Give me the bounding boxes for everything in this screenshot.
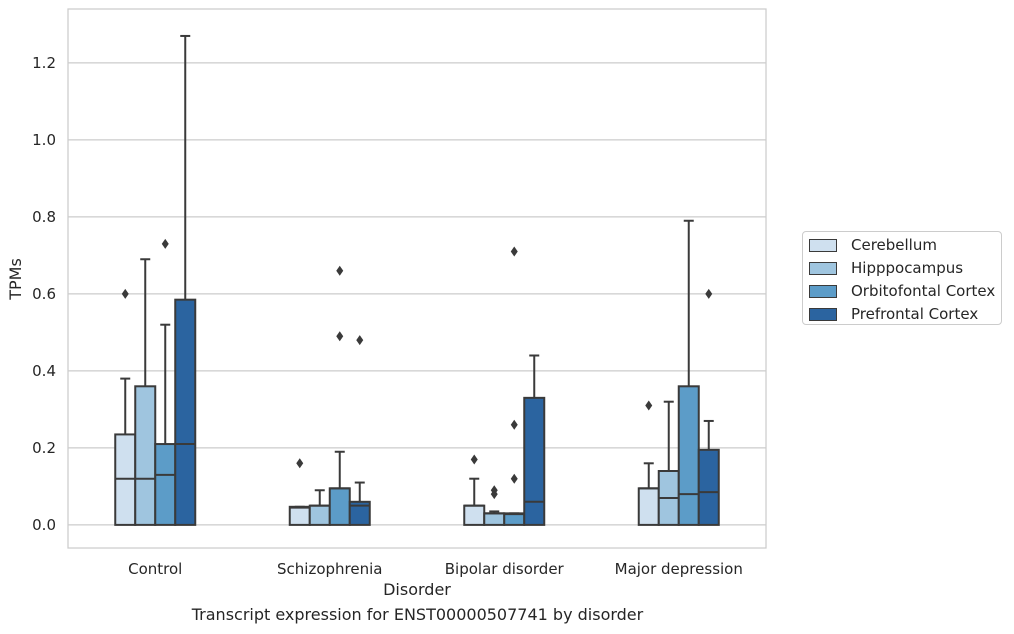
box-3-2 xyxy=(523,354,546,526)
x-axis-ticks: Control Schizophrenia Bipolar disorder Majo… xyxy=(128,560,743,578)
box-0-0 xyxy=(114,288,137,526)
box-body xyxy=(134,385,157,526)
x-axis-title: Disorder xyxy=(383,580,451,599)
x-tick-label: Major depression xyxy=(615,560,743,578)
box-1-0 xyxy=(134,258,157,526)
outlier-point xyxy=(705,288,713,299)
y-tick-label: 1.0 xyxy=(32,131,56,149)
legend-swatch-prefrontal xyxy=(809,307,837,321)
legend-swatch-orbitofrontal xyxy=(809,284,837,298)
outlier-point xyxy=(510,473,518,484)
legend-item-hippocampus: Hipppocampus xyxy=(809,258,963,278)
box-body xyxy=(637,487,660,526)
outlier-point xyxy=(470,454,478,465)
outlier-point xyxy=(296,458,304,469)
outlier-point xyxy=(645,400,653,411)
outlier-point xyxy=(356,335,364,346)
outlier-point xyxy=(121,288,129,299)
legend-item-cerebellum: Cerebellum xyxy=(809,235,937,255)
legend-item-orbitofrontal: Orbitofontal Cortex xyxy=(809,281,995,301)
x-tick-label: Bipolar disorder xyxy=(445,560,565,578)
box-body xyxy=(154,443,177,526)
y-tick-label: 0.8 xyxy=(32,208,56,226)
legend-label-prefrontal: Prefrontal Cortex xyxy=(851,305,979,323)
outlier-point xyxy=(336,331,344,342)
box-body xyxy=(308,504,331,526)
box-body xyxy=(677,385,700,526)
box-body xyxy=(328,487,351,526)
box-body xyxy=(523,396,546,526)
box-3-0 xyxy=(174,34,197,526)
x-tick-label: Schizophrenia xyxy=(277,560,382,578)
box-0-1 xyxy=(288,458,311,526)
box-body xyxy=(174,298,197,526)
y-tick-label: 0.2 xyxy=(32,439,56,457)
y-tick-label: 0.6 xyxy=(32,285,56,303)
legend-swatch-cerebellum xyxy=(809,238,837,252)
outlier-point xyxy=(510,246,518,257)
y-tick-label: 0.0 xyxy=(32,516,56,534)
chart-caption: Transcript expression for ENST0000050774… xyxy=(191,605,644,624)
box-1-1 xyxy=(308,489,331,526)
box-2-1 xyxy=(328,265,351,526)
x-tick-label: Control xyxy=(128,560,182,578)
legend-label-cerebellum: Cerebellum xyxy=(851,236,937,254)
y-tick-label: 0.4 xyxy=(32,362,56,380)
outlier-point xyxy=(490,485,498,496)
box-3-1 xyxy=(348,335,371,526)
legend-label-hippocampus: Hipppocampus xyxy=(851,259,964,277)
box-series xyxy=(114,34,720,526)
box-3-3 xyxy=(697,288,720,526)
box-body xyxy=(463,504,486,526)
box-body xyxy=(697,448,720,526)
legend-swatch-hippocampus xyxy=(809,261,837,275)
y-tick-label: 1.2 xyxy=(32,54,56,72)
outlier-point xyxy=(161,238,169,249)
box-body xyxy=(483,512,506,526)
legend: Cerebellum Hipppocampus Orbitofontal Cor… xyxy=(802,231,1002,325)
box-1-2 xyxy=(483,485,506,526)
legend-label-orbitofrontal: Orbitofontal Cortex xyxy=(851,282,996,300)
y-axis-title: TPMs xyxy=(6,258,25,301)
outlier-point xyxy=(510,419,518,430)
legend-item-prefrontal: Prefrontal Cortex xyxy=(809,304,978,324)
box-2-0 xyxy=(154,238,177,526)
box-0-3 xyxy=(637,400,660,526)
box-0-2 xyxy=(463,454,486,526)
y-axis-ticks: 0.0 0.2 0.4 0.6 0.8 1.0 1.2 xyxy=(32,54,56,534)
box-body xyxy=(348,500,371,526)
outlier-point xyxy=(336,265,344,276)
box-body xyxy=(288,505,311,526)
